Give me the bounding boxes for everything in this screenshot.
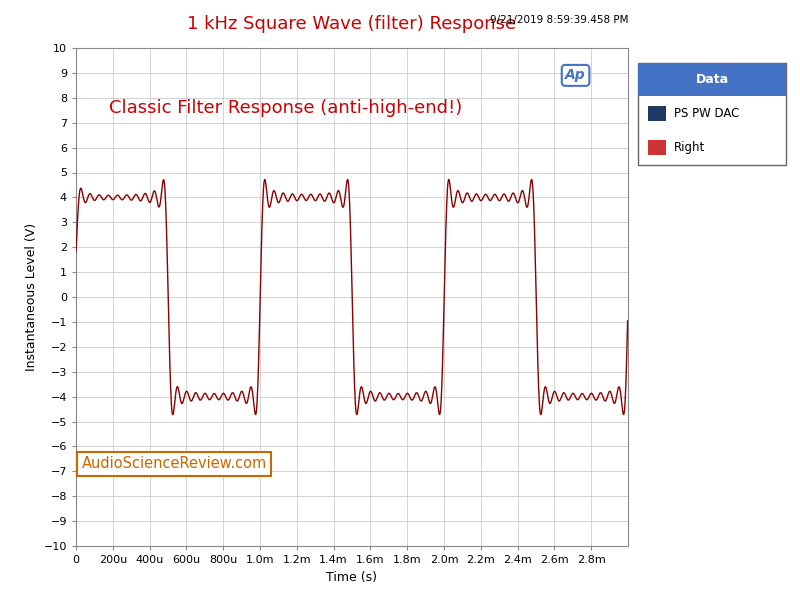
Text: Data: Data (696, 73, 729, 86)
Text: 1 kHz Square Wave (filter) Response: 1 kHz Square Wave (filter) Response (187, 15, 517, 33)
Text: Ap: Ap (566, 68, 586, 82)
Y-axis label: Instantaneous Level (V): Instantaneous Level (V) (25, 223, 38, 371)
Text: 9/21/2019 8:59:39.458 PM: 9/21/2019 8:59:39.458 PM (490, 15, 628, 25)
X-axis label: Time (s): Time (s) (326, 571, 378, 584)
Text: PS PW DAC: PS PW DAC (674, 107, 739, 120)
Text: Classic Filter Response (anti-high-end!): Classic Filter Response (anti-high-end!) (109, 99, 462, 117)
Text: Right: Right (674, 141, 705, 154)
Text: AudioScienceReview.com: AudioScienceReview.com (82, 457, 266, 472)
